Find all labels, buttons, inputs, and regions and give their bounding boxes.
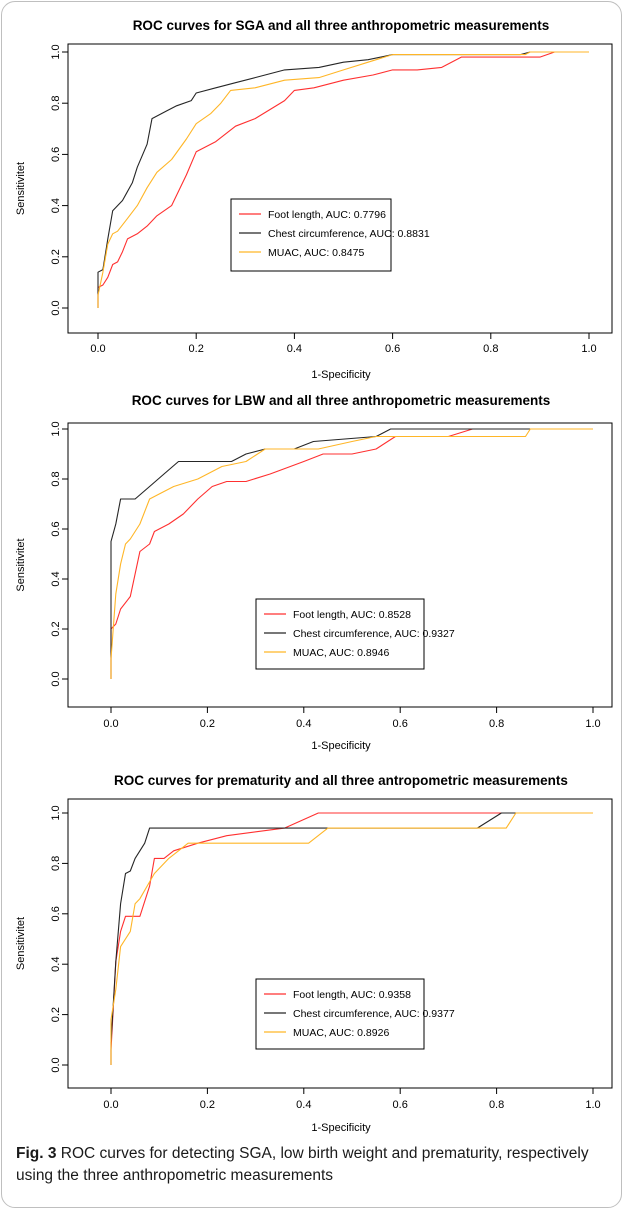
x-tick-label: 1.0 (585, 1099, 600, 1111)
y-tick-label: 0.6 (50, 147, 62, 162)
y-tick-label: 0.6 (50, 521, 62, 536)
y-tick-label: 0.0 (50, 300, 62, 315)
y-tick-label: 0.2 (50, 621, 62, 636)
x-tick-label: 0.8 (489, 1099, 504, 1111)
y-tick-label: 0.4 (50, 957, 62, 972)
x-axis-label: 1-Specificity (311, 1122, 371, 1134)
y-tick-label: 0.8 (50, 856, 62, 871)
roc-chart-prematurity: ROC curves for prematurity and all three… (6, 767, 620, 1139)
roc-curve-chest-circumference (110, 428, 593, 679)
roc-curve-muac (110, 428, 593, 679)
x-tick-label: 0.4 (287, 343, 302, 355)
chart-title: ROC curves for SGA and all three anthrop… (133, 18, 550, 33)
y-tick-label: 1.0 (50, 44, 62, 59)
roc-curve-foot-length (110, 812, 593, 1065)
x-axis-label: 1-Specificity (311, 740, 371, 752)
legend-entry: Chest circumference, AUC: 0.9327 (293, 628, 455, 640)
roc-curve-foot-length (97, 51, 589, 308)
y-tick-label: 0.0 (50, 1057, 62, 1072)
y-axis-label: Sensitivitet (15, 538, 27, 591)
chart-title: ROC curves for LBW and all three anthrop… (132, 393, 551, 408)
roc-chart-lbw-svg: ROC curves for LBW and all three anthrop… (15, 393, 613, 752)
legend-box (230, 198, 392, 272)
y-tick-label: 0.8 (50, 471, 62, 486)
x-tick-label: 0.8 (489, 718, 504, 730)
figure-caption: Fig. 3 ROC curves for detecting SGA, low… (16, 1143, 616, 1187)
roc-chart-sga: ROC curves for SGA and all three anthrop… (6, 12, 620, 384)
y-tick-label: 1.0 (50, 421, 62, 436)
legend-entry: MUAC, AUC: 0.8926 (293, 1027, 389, 1039)
x-tick-label: 0.0 (90, 343, 105, 355)
legend-entry: Chest circumference, AUC: 0.8831 (268, 228, 430, 240)
chart-title: ROC curves for prematurity and all three… (114, 773, 568, 788)
y-tick-label: 0.8 (50, 96, 62, 111)
roc-curve-muac (97, 51, 589, 308)
x-tick-label: 0.0 (103, 718, 118, 730)
legend-entry: Foot length, AUC: 0.9358 (293, 989, 411, 1001)
y-tick-label: 0.2 (50, 1007, 62, 1022)
roc-chart-prematurity-svg: ROC curves for prematurity and all three… (15, 773, 613, 1134)
legend-entry: MUAC, AUC: 0.8946 (293, 647, 389, 659)
roc-curve-foot-length (110, 428, 593, 679)
x-tick-label: 1.0 (585, 718, 600, 730)
legend-entry: Foot length, AUC: 0.8528 (293, 609, 411, 621)
x-axis-label: 1-Specificity (311, 369, 371, 381)
roc-curve-muac (110, 812, 593, 1065)
caption-text: ROC curves for detecting SGA, low birth … (16, 1145, 589, 1184)
figure-label: Fig. 3 (16, 1145, 57, 1162)
y-tick-label: 0.4 (50, 571, 62, 586)
legend-entry: Foot length, AUC: 0.7796 (268, 209, 386, 221)
roc-chart-lbw: ROC curves for LBW and all three anthrop… (6, 387, 620, 761)
x-tick-label: 0.2 (200, 1099, 215, 1111)
x-tick-label: 1.0 (581, 343, 596, 355)
legend-entry: Chest circumference, AUC: 0.9377 (293, 1008, 455, 1020)
plot-box (67, 43, 613, 334)
x-tick-label: 0.4 (296, 718, 311, 730)
roc-chart-sga-svg: ROC curves for SGA and all three anthrop… (15, 18, 613, 381)
y-tick-label: 0.2 (50, 249, 62, 264)
x-tick-label: 0.6 (393, 718, 408, 730)
y-tick-label: 1.0 (50, 805, 62, 820)
x-tick-label: 0.4 (296, 1099, 311, 1111)
y-tick-label: 0.6 (50, 906, 62, 921)
y-tick-label: 0.0 (50, 671, 62, 686)
legend-box (255, 978, 425, 1050)
y-axis-label: Sensitivitet (15, 162, 27, 215)
x-tick-label: 0.2 (189, 343, 204, 355)
y-axis-label: Sensitivitet (15, 917, 27, 970)
x-tick-label: 0.0 (103, 1099, 118, 1111)
x-tick-label: 0.8 (483, 343, 498, 355)
legend-box (255, 598, 425, 670)
legend-entry: MUAC, AUC: 0.8475 (268, 247, 364, 259)
x-tick-label: 0.6 (385, 343, 400, 355)
x-tick-label: 0.6 (393, 1099, 408, 1111)
y-tick-label: 0.4 (50, 198, 62, 213)
x-tick-label: 0.2 (200, 718, 215, 730)
